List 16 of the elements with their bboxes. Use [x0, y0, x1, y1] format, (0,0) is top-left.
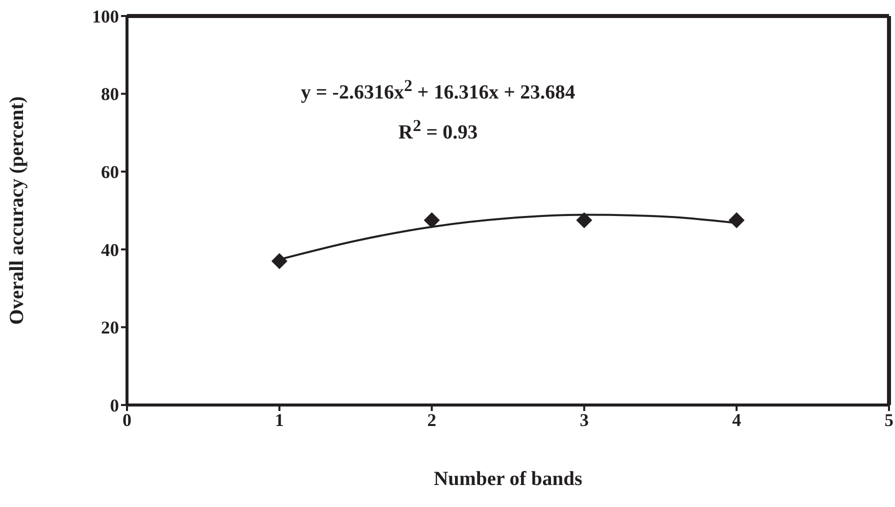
- x-tick-label: 4: [732, 410, 742, 430]
- y-tick-label: 60: [101, 162, 119, 182]
- y-tick-label: 40: [101, 240, 119, 260]
- annotation: y = -2.6316x$^{2}$ + 16.316x + 23.684: [300, 76, 576, 105]
- y-tick-label: 20: [101, 318, 119, 338]
- y-axis-title: Overall accuracy (percent): [6, 96, 28, 325]
- x-tick-label: 1: [274, 410, 284, 430]
- x-tick-label: 5: [884, 410, 894, 430]
- y-tick-label: 100: [92, 6, 119, 26]
- y-tick-label: 80: [101, 84, 119, 104]
- x-tick-label: 0: [122, 410, 132, 430]
- annotation: R$^{2}$ = 0.93: [397, 116, 479, 145]
- x-tick-label: 2: [427, 410, 436, 430]
- x-axis-title: Number of bands: [434, 468, 582, 490]
- x-tick-label: 3: [580, 410, 589, 430]
- y-tick-label: 0: [110, 395, 119, 416]
